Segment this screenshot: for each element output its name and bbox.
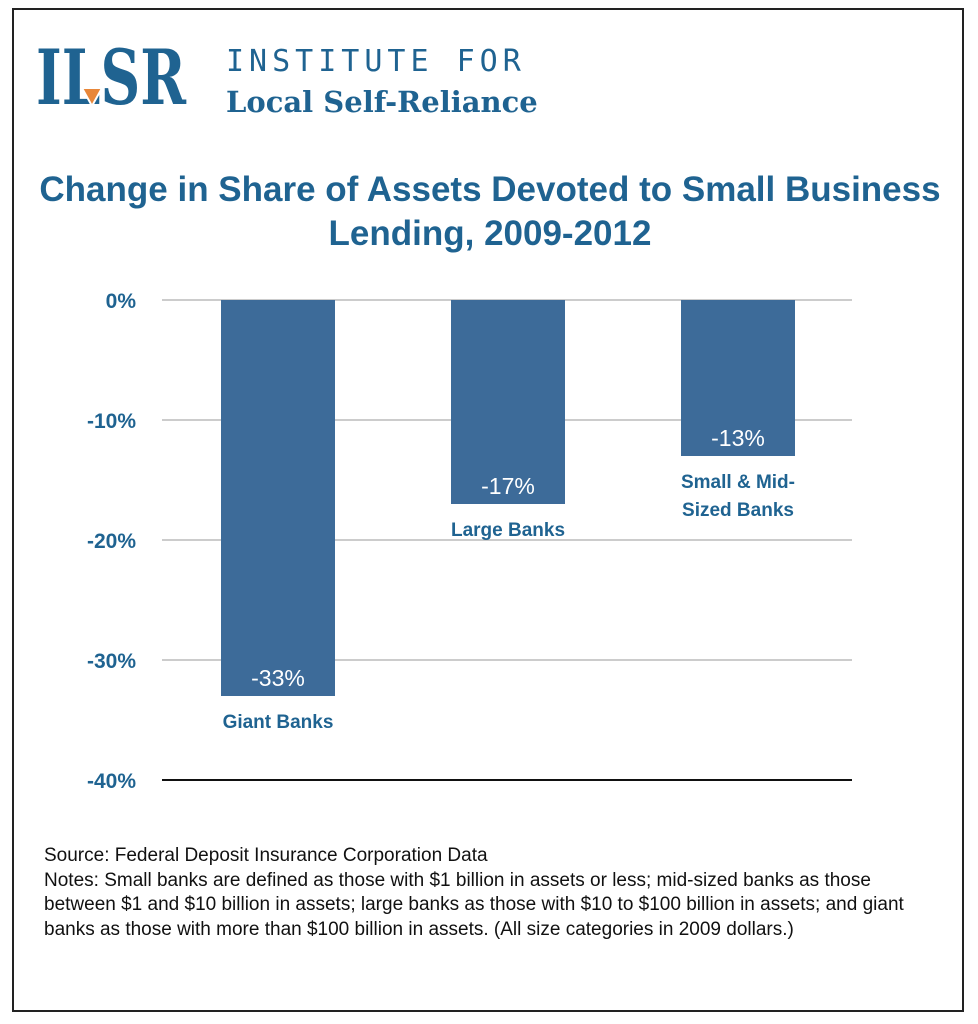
ilsr-logo: ILSR [36, 32, 196, 122]
data-label: -17% [481, 473, 535, 499]
footnotes: Source: Federal Deposit Insurance Corpor… [44, 844, 924, 942]
logo-letters: ILSR [36, 33, 187, 122]
category-label: Sized Banks [682, 500, 794, 521]
y-tick-label: -40% [87, 770, 136, 793]
bar [451, 300, 565, 504]
labels: -33% Giant Banks -17% Large Banks -13% Small … [223, 425, 795, 733]
bar-chart: 0% -10% -20% -30% -40% -33% Giant Banks -17% La… [87, 290, 852, 793]
bars [221, 300, 795, 696]
category-label: Small & Mid- [681, 472, 795, 493]
source-note: Source: Federal Deposit Insurance Corpor… [44, 845, 488, 866]
data-label: -33% [251, 665, 305, 691]
y-tick-label: -10% [87, 410, 136, 433]
logo-triangle-icon [80, 87, 104, 109]
chart-title: Change in Share of Assets Devoted to Sma… [39, 170, 941, 253]
y-axis-ticks: 0% -10% -20% -30% -40% [87, 290, 136, 793]
chart-frame: ILSR INSTITUTE FOR Local Self-Reliance C… [12, 8, 964, 1012]
data-label: -13% [711, 425, 765, 451]
bar [681, 300, 795, 456]
org-name: INSTITUTE FOR Local Self-Reliance [226, 44, 538, 120]
y-tick-label: -30% [87, 650, 136, 673]
category-label: Large Banks [451, 520, 565, 541]
definitions-note: Notes: Small banks are defined as those … [44, 869, 904, 940]
category-label: Giant Banks [223, 712, 334, 733]
y-tick-label: -20% [87, 530, 136, 553]
org-name-line2: Local Self-Reliance [226, 85, 538, 119]
y-tick-label: 0% [106, 290, 137, 313]
org-name-line1: INSTITUTE FOR [226, 44, 526, 79]
bar [221, 300, 335, 696]
logo-mark: ILSR [36, 33, 187, 122]
